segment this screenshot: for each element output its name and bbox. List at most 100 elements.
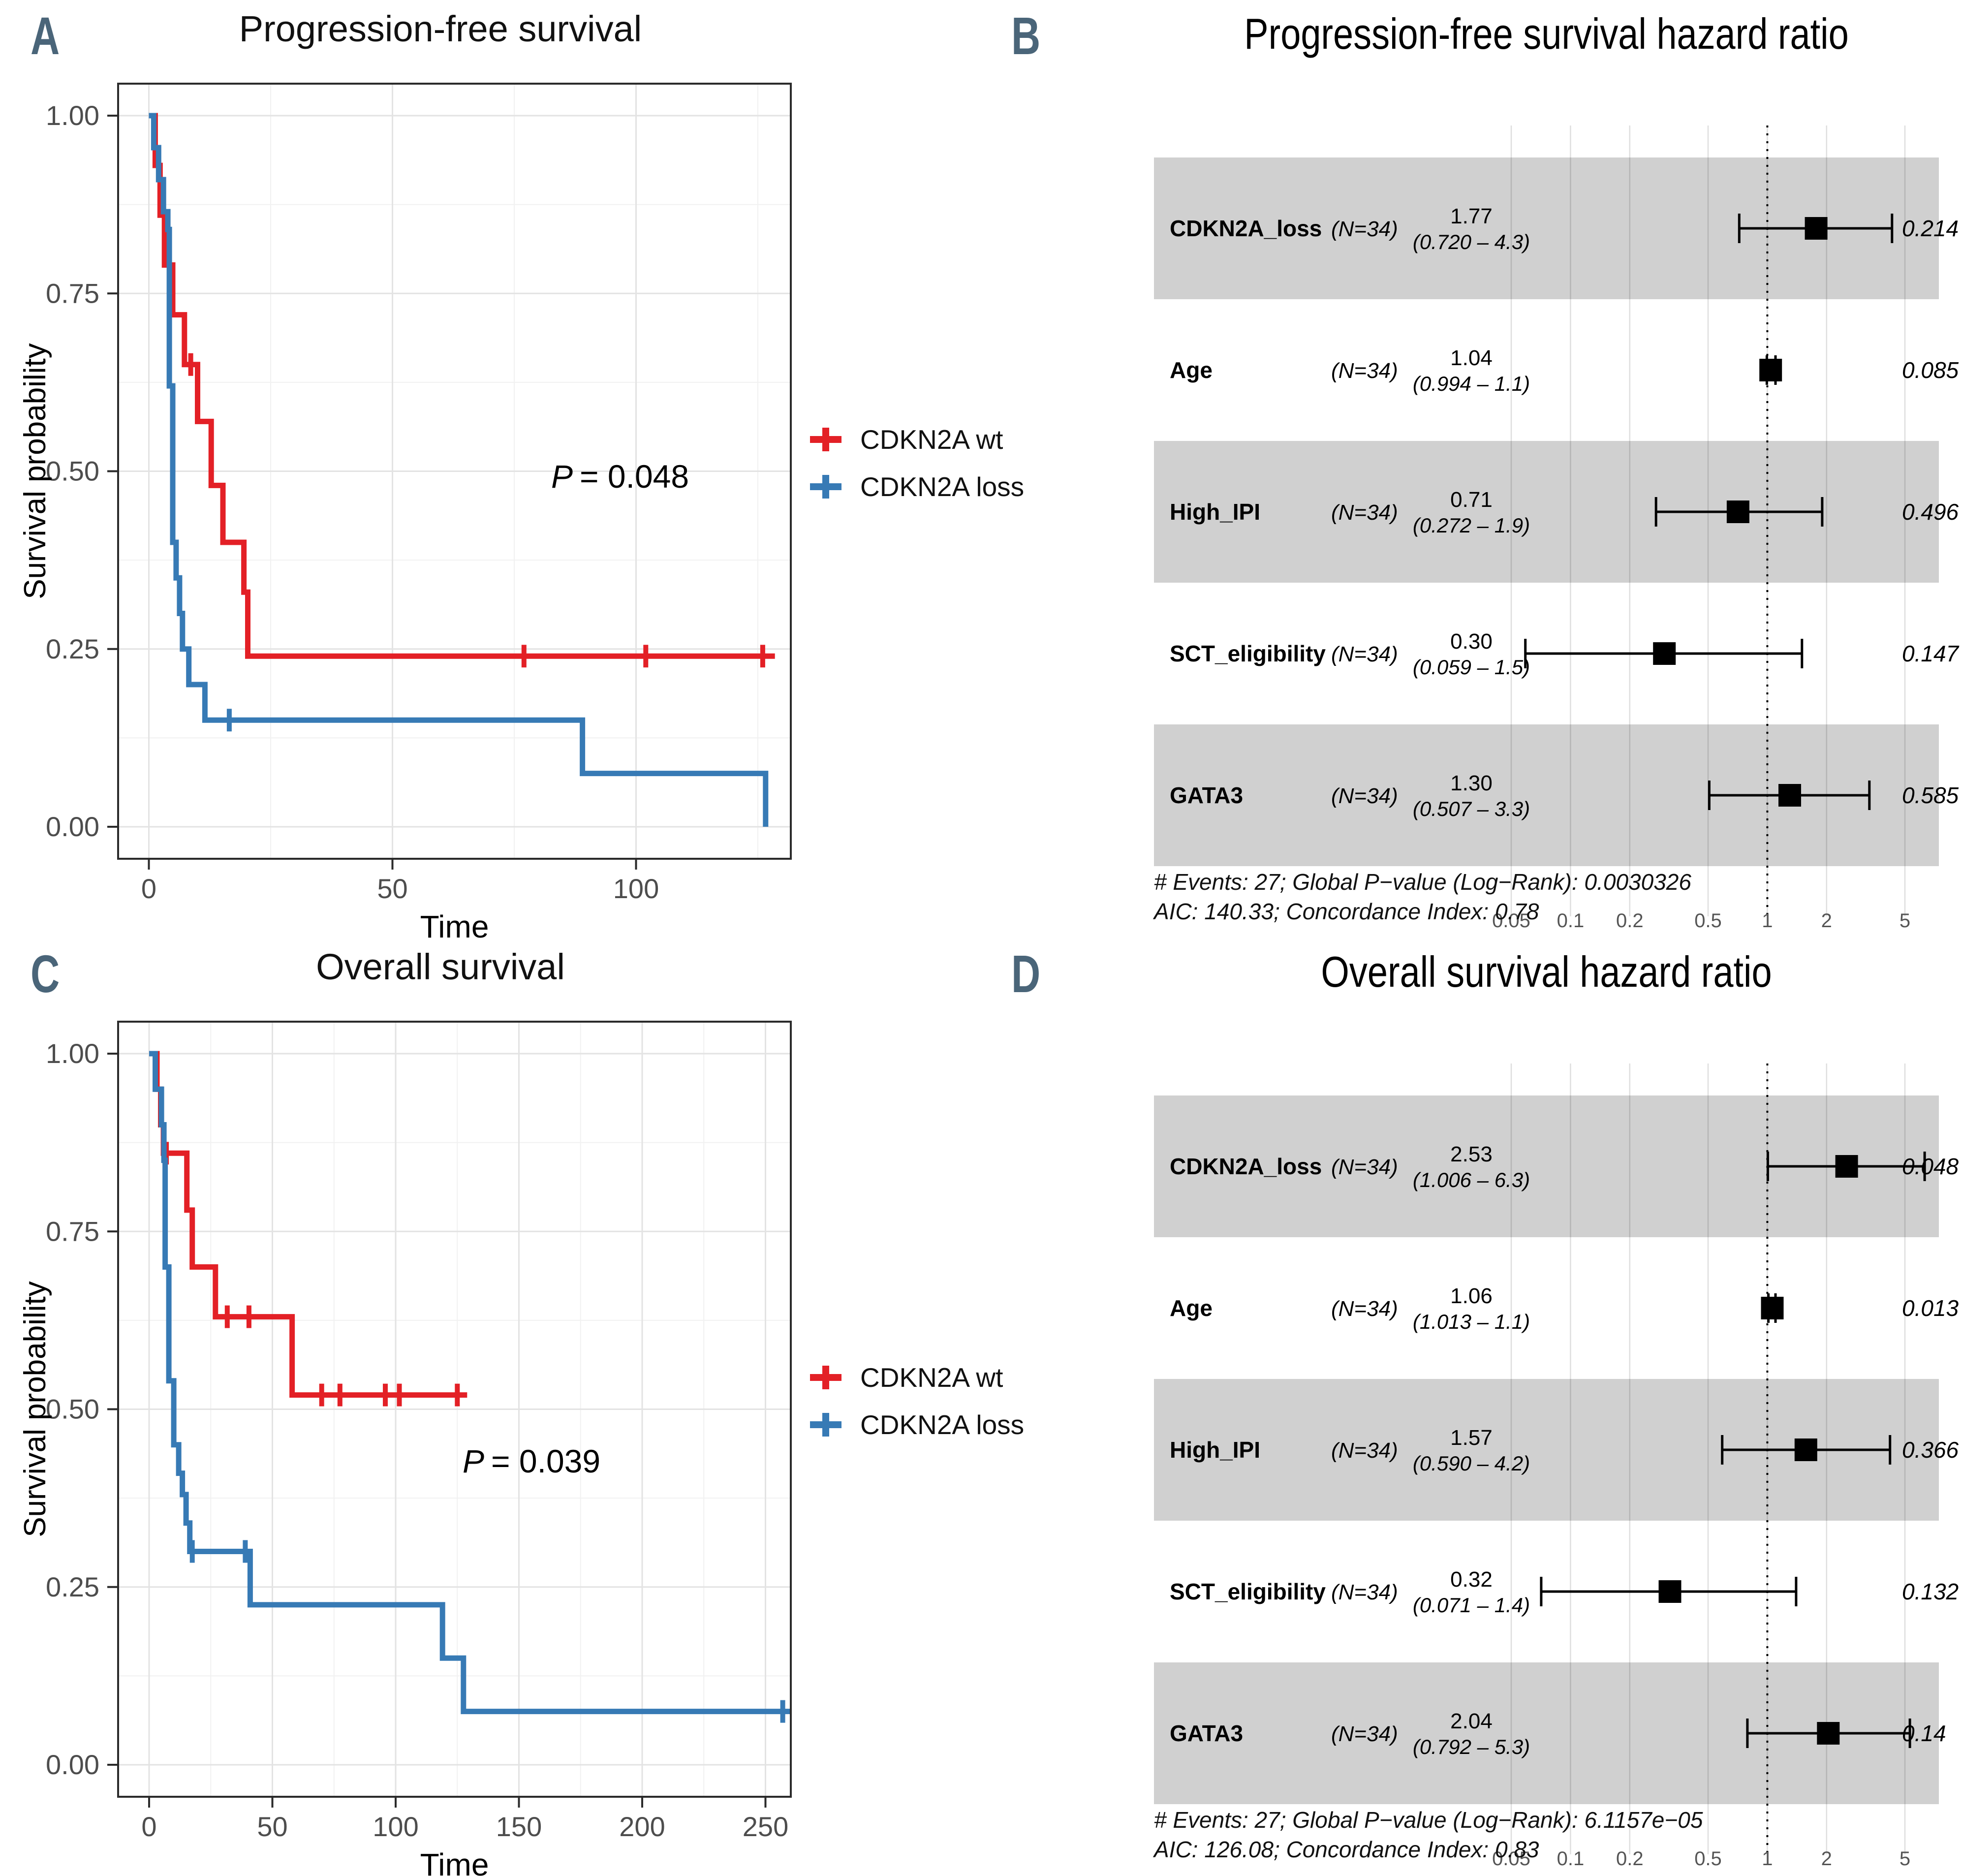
svg-text:(0.590 – 4.2): (0.590 – 4.2)	[1413, 1452, 1530, 1475]
svg-text:100: 100	[613, 873, 659, 904]
hr-marker	[1726, 500, 1749, 523]
y-axis-title: Survival probability	[18, 1281, 52, 1537]
plus-icon	[810, 428, 841, 451]
svg-text:0.5: 0.5	[1694, 910, 1722, 932]
svg-text:0.05: 0.05	[1492, 1848, 1530, 1870]
os-legend: CDKN2A wt CDKN2A loss	[808, 1354, 1024, 1448]
hr-marker	[1653, 642, 1676, 665]
svg-text:1.30: 1.30	[1450, 771, 1493, 795]
svg-text:GATA3: GATA3	[1170, 782, 1243, 808]
svg-text:GATA3: GATA3	[1170, 1720, 1243, 1746]
pvalue-symbol: P	[463, 1443, 485, 1479]
panel-os-forest: D Overall survival hazard ratio CDKN2A_l…	[981, 938, 1962, 1876]
pfs-forest-title: Progression-free survival hazard ratio	[1244, 9, 1849, 58]
svg-text:50: 50	[377, 873, 407, 904]
p-value: 0.585	[1902, 782, 1959, 808]
km-curve-CDKN2A-wt	[149, 113, 775, 659]
pfs-km-title: Progression-free survival	[239, 8, 642, 49]
x-axis-ticks: 0.05 0.1 0.2 0.5 1 2 5	[1492, 1848, 1910, 1870]
svg-text:0.00: 0.00	[46, 1749, 99, 1780]
svg-text:(0.059 – 1.5): (0.059 – 1.5)	[1413, 656, 1530, 679]
forest-row-SCT_eligibility: SCT_eligibility (N=34) 0.30(0.059 – 1.5) 0.…	[1170, 629, 1960, 679]
forest-row-CDKN2A_loss: CDKN2A_loss (N=34) 1.77(0.720 – 4.3) 0.214	[1170, 204, 1959, 253]
grid-major	[118, 1022, 791, 1797]
y-axis-title: Survival probability	[18, 343, 52, 599]
hr-marker	[1759, 359, 1782, 381]
aic-concordance-line: AIC: 126.08; Concordance Index: 0.83	[1154, 1837, 1539, 1862]
svg-text:0.05: 0.05	[1492, 910, 1530, 932]
svg-text:5: 5	[1900, 1848, 1910, 1870]
svg-text:High_IPI: High_IPI	[1170, 1437, 1260, 1463]
svg-text:100: 100	[373, 1811, 418, 1842]
hr-marker	[1778, 784, 1801, 807]
p-value: 0.366	[1902, 1437, 1959, 1463]
svg-text:250: 250	[743, 1811, 788, 1842]
forest-row-CDKN2A_loss: CDKN2A_loss (N=34) 2.53(1.006 – 6.3) 0.048 …	[1170, 1142, 1962, 1191]
svg-text:0: 0	[141, 873, 156, 904]
svg-text:(0.071 – 1.4): (0.071 – 1.4)	[1413, 1594, 1530, 1617]
x-axis-title: Time	[420, 909, 489, 938]
pvalue-symbol: P	[551, 458, 573, 495]
forest-row-Age: Age (N=34) 1.04(0.994 – 1.1) 0.085	[1170, 346, 1959, 395]
svg-text:(0.720 – 4.3): (0.720 – 4.3)	[1413, 230, 1530, 253]
p-value: 0.496	[1902, 499, 1959, 525]
svg-text:1.06: 1.06	[1450, 1284, 1493, 1308]
svg-text:0.50: 0.50	[46, 1394, 99, 1425]
pfs-legend: CDKN2A wt CDKN2A loss	[808, 416, 1024, 510]
hr-marker	[1761, 1297, 1784, 1319]
panel-letter-b: B	[1011, 6, 1041, 65]
x-axis: 0 50 100	[141, 859, 659, 904]
svg-text:High_IPI: High_IPI	[1170, 499, 1260, 525]
plus-icon	[810, 1366, 841, 1389]
pvalue-number: = 0.048	[580, 458, 689, 495]
legend-item: CDKN2A loss	[808, 463, 1024, 510]
panel-letter-a: A	[31, 6, 60, 65]
svg-text:1.57: 1.57	[1450, 1426, 1493, 1450]
svg-text:1: 1	[1762, 910, 1773, 932]
svg-text:2.53: 2.53	[1450, 1142, 1493, 1166]
legend-label: CDKN2A loss	[860, 1409, 1025, 1440]
svg-text:0: 0	[141, 1811, 156, 1842]
svg-text:(1.013 – 1.1): (1.013 – 1.1)	[1413, 1310, 1530, 1333]
p-value: 0.147	[1902, 641, 1960, 666]
svg-text:0.50: 0.50	[46, 456, 99, 487]
svg-text:(N=34): (N=34)	[1331, 359, 1398, 383]
hr-marker	[1805, 217, 1828, 240]
forest-row-Age: Age (N=34) 1.06(1.013 – 1.1) 0.013 *	[1170, 1284, 1962, 1333]
os-km-plot: 0.00 0.25 0.50 0.75 1.00 0 50 100 150 200 250 Time S…	[18, 1021, 792, 1876]
svg-text:2.04: 2.04	[1450, 1709, 1493, 1733]
svg-text:(0.272 – 1.9): (0.272 – 1.9)	[1413, 514, 1530, 537]
svg-text:(0.507 – 3.3): (0.507 – 3.3)	[1413, 797, 1530, 820]
hr-marker	[1835, 1155, 1858, 1178]
svg-text:50: 50	[257, 1811, 287, 1842]
svg-text:5: 5	[1900, 910, 1910, 932]
pvalue-number: = 0.039	[491, 1443, 601, 1479]
forest-row-High_IPI: High_IPI (N=34) 1.57(0.590 – 4.2) 0.366	[1170, 1426, 1959, 1475]
svg-text:(N=34): (N=34)	[1331, 1155, 1398, 1179]
legend-item: CDKN2A wt	[808, 1354, 1024, 1401]
svg-text:(N=34): (N=34)	[1331, 784, 1398, 808]
svg-text:200: 200	[619, 1811, 665, 1842]
panel-pfs-forest: B Progression-free survival hazard ratio…	[981, 0, 1962, 938]
p-value: 0.048 *	[1902, 1154, 1962, 1179]
forest-row-GATA3: GATA3 (N=34) 1.30(0.507 – 3.3) 0.585	[1170, 771, 1959, 820]
svg-text:(0.792 – 5.3): (0.792 – 5.3)	[1413, 1735, 1530, 1758]
svg-text:0.1: 0.1	[1557, 1848, 1585, 1870]
svg-text:150: 150	[496, 1811, 542, 1842]
km-curve-CDKN2A-wt	[149, 1051, 467, 1398]
p-value: 0.132	[1902, 1579, 1959, 1604]
events-global-pvalue-line: # Events: 27; Global P−value (Log−Rank):…	[1154, 869, 1691, 895]
os-forest-title: Overall survival hazard ratio	[1321, 947, 1772, 996]
svg-text:(N=34): (N=34)	[1331, 500, 1398, 525]
svg-text:0.00: 0.00	[46, 811, 99, 842]
x-axis: 0 50 100 150 200 250	[141, 1797, 788, 1842]
forest-row-High_IPI: High_IPI (N=34) 0.71(0.272 – 1.9) 0.496	[1170, 488, 1959, 537]
svg-text:0.30: 0.30	[1450, 629, 1493, 654]
os-forest-footer: # Events: 27; Global P−value (Log−Rank):…	[1154, 1805, 1703, 1864]
panel-os-km: C Overall survival 0.00 0.25 0.50 0.75 1.00 0…	[0, 938, 1024, 1876]
svg-text:Age: Age	[1170, 357, 1213, 383]
svg-text:(N=34): (N=34)	[1331, 1580, 1398, 1604]
svg-text:(N=34): (N=34)	[1331, 217, 1398, 241]
svg-text:1.00: 1.00	[46, 1038, 99, 1069]
svg-text:(N=34): (N=34)	[1331, 1297, 1398, 1321]
